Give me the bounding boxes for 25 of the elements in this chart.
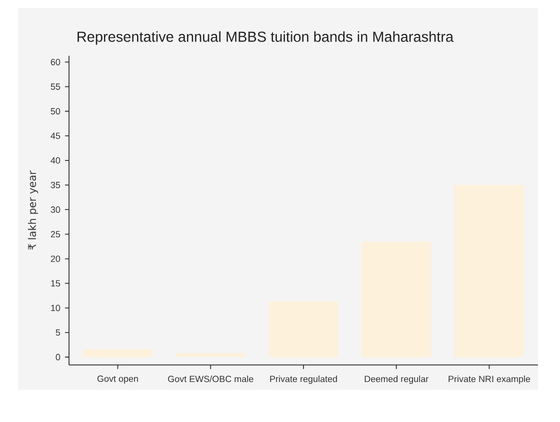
chart-title: Representative annual MBBS tuition bands in Maharashtra: [78, 31, 454, 45]
y-tick-label: 0: [56, 354, 60, 360]
bar: [362, 242, 432, 358]
y-tick-label: 55: [50, 84, 60, 90]
bar: [454, 185, 524, 358]
y-tick-label: 45: [50, 132, 60, 139]
x-tick-label: Private NRI example: [448, 376, 530, 384]
y-tick-label: 60: [50, 58, 60, 66]
x-tick-label: Govt EWS/OBC male: [168, 376, 254, 382]
bar: [176, 353, 246, 358]
y-tick-label: 40: [50, 157, 60, 164]
y-tick-label: 35: [50, 182, 60, 188]
bar: [82, 349, 153, 358]
y-tick-label: 25: [50, 231, 60, 238]
y-tick-label: 20: [50, 256, 60, 262]
x-tick-label: Govt open: [97, 376, 138, 384]
y-tick-label: 50: [50, 108, 60, 114]
bar: [268, 302, 338, 358]
y-axis-title: ₹ lakh per year: [28, 170, 38, 250]
y-tick-label: 15: [51, 280, 60, 287]
x-tick-label: Private regulated: [270, 376, 337, 384]
y-tick-label: 30: [50, 206, 60, 213]
y-tick-label: 5: [56, 329, 60, 336]
x-tick-label: Deemed regular: [364, 376, 428, 384]
y-tick-label: 10: [51, 304, 60, 312]
